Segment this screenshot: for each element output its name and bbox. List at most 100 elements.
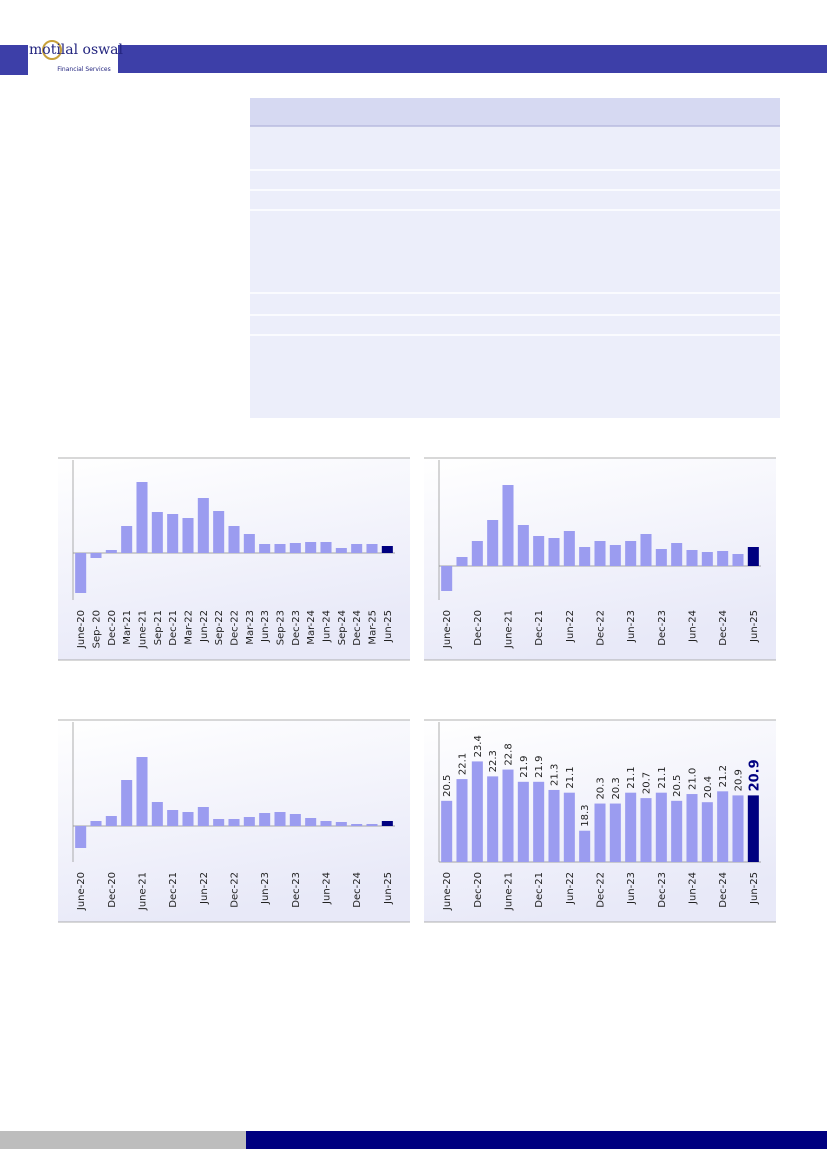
bar bbox=[243, 534, 255, 553]
bar bbox=[335, 822, 347, 826]
bar bbox=[441, 566, 453, 591]
bar bbox=[213, 819, 225, 826]
bar bbox=[136, 757, 148, 826]
x-tick-label: Jun-25 bbox=[749, 872, 760, 905]
data-label: 20.4 bbox=[703, 776, 714, 798]
bar bbox=[471, 761, 483, 862]
table-rules bbox=[250, 125, 780, 336]
bar bbox=[517, 525, 529, 566]
data-label: 21.9 bbox=[519, 756, 530, 778]
x-tick-label: June-21 bbox=[138, 872, 149, 911]
x-tick-label: Jun-23 bbox=[260, 872, 271, 905]
bar bbox=[747, 547, 759, 566]
x-tick-label: June-20 bbox=[76, 610, 87, 649]
x-tick-label: Jun-24 bbox=[322, 872, 333, 905]
bar bbox=[517, 781, 529, 862]
bar bbox=[533, 536, 545, 566]
bar bbox=[747, 795, 759, 862]
bar bbox=[686, 550, 698, 566]
bar bbox=[732, 795, 744, 862]
logo: motilal oswal bbox=[29, 42, 124, 58]
x-tick-label: June-21 bbox=[504, 872, 515, 911]
data-label: 21.3 bbox=[550, 764, 561, 786]
x-tick-label: Sep-22 bbox=[214, 610, 225, 645]
chart: June-20 Dec-20 June-21 Dec-21 Jun-22 Dec-22 Ju… bbox=[58, 719, 410, 923]
bar bbox=[548, 538, 560, 566]
bar bbox=[320, 542, 332, 553]
bar bbox=[563, 531, 575, 566]
data-label: 21.1 bbox=[626, 766, 637, 788]
chart: June-20 Sep- 20 Dec-20 Mar-21 June-21 Sep-21 D… bbox=[58, 457, 410, 661]
bar bbox=[151, 512, 163, 553]
x-tick-label: Sep-21 bbox=[153, 610, 164, 645]
bar bbox=[548, 789, 560, 862]
data-label: 20.3 bbox=[611, 777, 622, 799]
x-tick-label: Jun-24 bbox=[688, 872, 699, 905]
header-bar bbox=[118, 45, 827, 73]
bar bbox=[167, 810, 179, 826]
bar bbox=[533, 781, 545, 862]
bar bbox=[609, 803, 621, 862]
bar bbox=[717, 551, 729, 566]
bar bbox=[655, 792, 667, 862]
bar bbox=[289, 814, 301, 826]
bar bbox=[182, 812, 194, 826]
x-tick-label: Dec-23 bbox=[657, 610, 668, 646]
bar bbox=[686, 794, 698, 862]
bar bbox=[732, 554, 744, 566]
data-label: 23.4 bbox=[473, 735, 484, 757]
bar bbox=[594, 803, 606, 862]
bar bbox=[701, 552, 713, 566]
x-tick-label: June-20 bbox=[442, 610, 453, 649]
bar bbox=[351, 544, 363, 553]
bar bbox=[151, 802, 163, 826]
bar bbox=[121, 526, 133, 553]
bar bbox=[456, 557, 468, 566]
x-tick-label: Dec-23 bbox=[291, 610, 302, 646]
chart-background bbox=[58, 458, 410, 660]
bar bbox=[182, 518, 194, 553]
x-tick-label: Jun-25 bbox=[383, 872, 394, 905]
logo-tagline: Financial Services bbox=[57, 66, 110, 73]
x-tick-label: Dec-22 bbox=[230, 610, 241, 646]
bar bbox=[243, 817, 255, 826]
data-label: 22.3 bbox=[488, 750, 499, 772]
data-label: 22.1 bbox=[458, 753, 469, 775]
bar bbox=[259, 813, 271, 826]
bar bbox=[136, 482, 148, 553]
logo-ring bbox=[42, 40, 62, 60]
x-tick-label: Dec-24 bbox=[352, 872, 363, 908]
x-tick-label: Mar-24 bbox=[306, 610, 317, 645]
bar bbox=[594, 541, 606, 566]
bar bbox=[228, 819, 240, 826]
data-label: 21.1 bbox=[565, 766, 576, 788]
x-tick-label: Jun-23 bbox=[626, 872, 637, 905]
x-tick-label: Dec-23 bbox=[291, 872, 302, 908]
bar bbox=[90, 553, 102, 558]
bar bbox=[197, 807, 209, 826]
bar bbox=[671, 543, 683, 566]
data-label: 21.2 bbox=[718, 765, 729, 787]
bar bbox=[228, 526, 240, 553]
bar bbox=[167, 514, 179, 553]
x-tick-label: Dec-20 bbox=[107, 610, 118, 646]
x-tick-label: Dec-20 bbox=[473, 610, 484, 646]
data-label: 20.9 bbox=[747, 759, 762, 791]
bar bbox=[471, 541, 483, 566]
x-tick-label: Mar-25 bbox=[368, 610, 379, 645]
bar bbox=[90, 821, 102, 826]
bar bbox=[289, 543, 301, 553]
x-tick-label: Sep-23 bbox=[276, 610, 287, 645]
data-label: 20.9 bbox=[734, 769, 745, 791]
x-tick-label: June-21 bbox=[138, 610, 149, 649]
data-label: 20.3 bbox=[596, 777, 607, 799]
x-tick-label: June-20 bbox=[442, 872, 453, 911]
x-tick-label: June-20 bbox=[76, 872, 87, 911]
x-tick-label: Mar-21 bbox=[122, 610, 133, 645]
bar bbox=[701, 802, 713, 862]
x-tick-label: Dec-24 bbox=[718, 610, 729, 646]
x-tick-label: Jun-22 bbox=[199, 610, 210, 643]
bar bbox=[259, 544, 271, 553]
data-label: 18.3 bbox=[580, 804, 591, 826]
